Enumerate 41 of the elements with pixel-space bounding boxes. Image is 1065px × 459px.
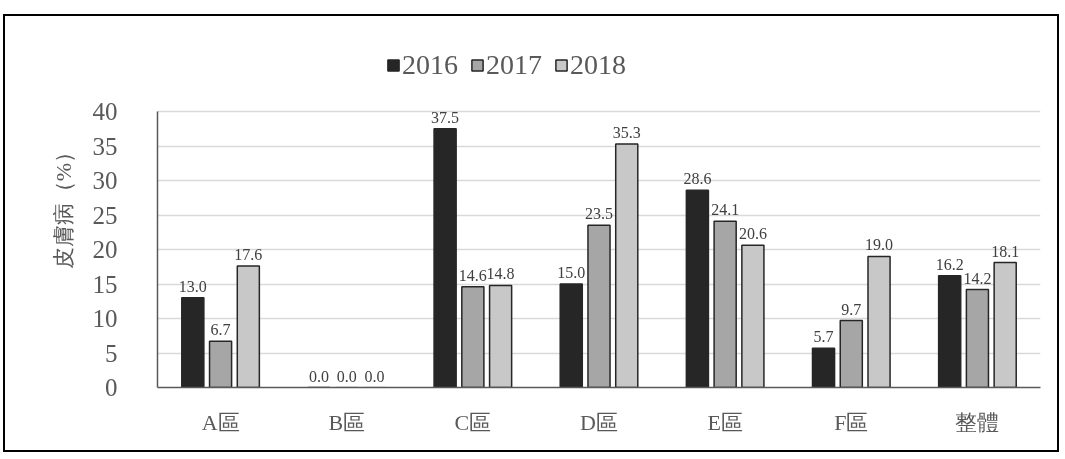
data-label: 20.6 [738, 225, 767, 243]
x-tick-label: A區 [201, 409, 240, 435]
y-tick-label: 10 [92, 305, 118, 332]
y-tick-label: 30 [92, 167, 118, 194]
legend-label: 2016 [402, 49, 458, 81]
data-label: 0.0 [364, 367, 385, 385]
data-label: 9.7 [841, 300, 862, 318]
data-label: 28.6 [683, 170, 712, 188]
data-label: 0.0 [308, 367, 329, 385]
legend-label: 2017 [486, 49, 542, 81]
data-label: 19.0 [865, 236, 894, 254]
data-label: 0.0 [336, 367, 357, 385]
y-tick-label: 25 [92, 201, 118, 229]
data-label: 13.0 [178, 277, 207, 295]
y-tick-label: 35 [92, 132, 118, 160]
x-tick-label: B區 [328, 409, 366, 435]
data-label: 5.7 [813, 328, 834, 346]
data-label: 37.5 [431, 108, 460, 126]
data-label: 14.2 [963, 269, 992, 287]
y-tick-label: 40 [92, 98, 118, 125]
x-tick-label: F區 [834, 409, 869, 435]
y-tick-label: 15 [92, 270, 118, 298]
y-tick-label: 20 [92, 236, 118, 263]
x-tick-label: C區 [454, 409, 492, 435]
y-axis-title: 皮膚病（%） [50, 140, 76, 270]
data-label: 18.1 [991, 242, 1020, 260]
x-tick-label: 整體 [955, 409, 1000, 435]
data-label: 17.6 [234, 246, 263, 264]
legend-label: 2018 [570, 49, 626, 81]
y-tick-label: 0 [105, 374, 118, 401]
data-label: 35.3 [612, 123, 641, 141]
x-tick-label: D區 [580, 409, 618, 435]
y-tick-label: 5 [105, 339, 118, 367]
data-label: 14.8 [486, 265, 515, 283]
data-label: 24.1 [711, 201, 740, 219]
x-tick-label: E區 [707, 409, 743, 435]
data-label: 23.5 [585, 205, 613, 223]
data-label: 16.2 [935, 255, 964, 273]
data-label: 15.0 [557, 264, 586, 281]
data-label: 6.7 [210, 321, 231, 339]
data-label: 14.6 [458, 266, 487, 284]
